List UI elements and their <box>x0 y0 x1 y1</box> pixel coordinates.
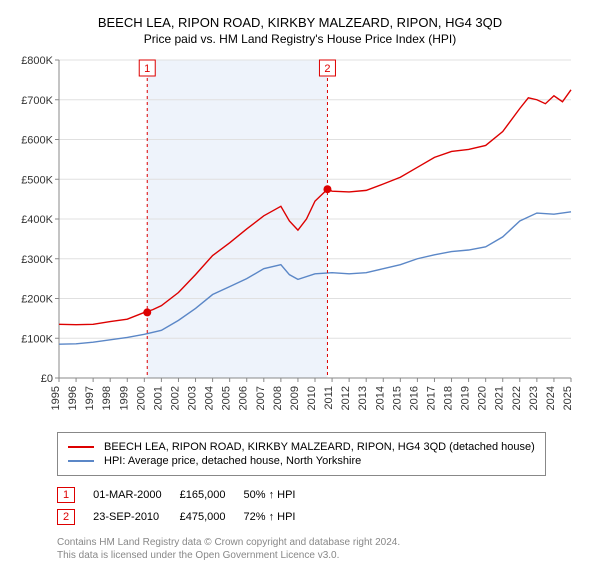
svg-text:1998: 1998 <box>101 386 113 410</box>
svg-text:£700K: £700K <box>21 95 53 107</box>
sale-price: £475,000 <box>180 506 244 528</box>
svg-text:2000: 2000 <box>135 386 147 410</box>
legend-swatch <box>68 460 94 462</box>
svg-text:2: 2 <box>324 63 330 75</box>
chart-title: BEECH LEA, RIPON ROAD, KIRKBY MALZEARD, … <box>15 15 585 30</box>
svg-text:2022: 2022 <box>511 386 523 410</box>
svg-text:2015: 2015 <box>391 386 403 410</box>
sale-price: £165,000 <box>180 484 244 506</box>
svg-text:2020: 2020 <box>477 386 489 410</box>
sale-date: 23-SEP-2010 <box>93 506 179 528</box>
svg-text:2008: 2008 <box>272 386 284 410</box>
svg-text:2023: 2023 <box>528 386 540 410</box>
legend-label: HPI: Average price, detached house, Nort… <box>104 455 361 467</box>
svg-text:2014: 2014 <box>374 386 386 410</box>
svg-text:1999: 1999 <box>118 386 130 410</box>
svg-text:£100K: £100K <box>21 333 53 345</box>
svg-text:2018: 2018 <box>443 386 455 410</box>
svg-text:1: 1 <box>144 63 150 75</box>
svg-text:2001: 2001 <box>152 386 164 410</box>
footnote-line: Contains HM Land Registry data © Crown c… <box>57 536 585 549</box>
sale-date: 01-MAR-2000 <box>93 484 179 506</box>
svg-text:2025: 2025 <box>562 386 574 410</box>
svg-text:2005: 2005 <box>221 386 233 410</box>
svg-text:2016: 2016 <box>408 386 420 410</box>
legend-label: BEECH LEA, RIPON ROAD, KIRKBY MALZEARD, … <box>104 441 535 453</box>
legend-swatch <box>68 446 94 448</box>
svg-text:2002: 2002 <box>169 386 181 410</box>
svg-text:2003: 2003 <box>187 386 199 410</box>
svg-text:2004: 2004 <box>204 386 216 410</box>
svg-text:£800K: £800K <box>21 55 53 67</box>
svg-text:£200K: £200K <box>21 294 53 306</box>
svg-text:2007: 2007 <box>255 386 267 410</box>
line-chart: £0 £100K £200K £300K £400K £500K £600K £700K £80… <box>15 54 575 424</box>
svg-text:2009: 2009 <box>289 386 301 410</box>
sale-marker: 2 <box>57 509 75 525</box>
svg-text:2010: 2010 <box>306 386 318 410</box>
legend-row: HPI: Average price, detached house, Nort… <box>68 455 535 467</box>
svg-text:2021: 2021 <box>494 386 506 410</box>
svg-text:£300K: £300K <box>21 254 53 266</box>
svg-text:2012: 2012 <box>340 386 352 410</box>
table-row: 1 01-MAR-2000 £165,000 50% ↑ HPI <box>57 484 313 506</box>
sale-pct: 50% ↑ HPI <box>244 484 314 506</box>
svg-text:2024: 2024 <box>545 386 557 410</box>
svg-text:2006: 2006 <box>238 386 250 410</box>
svg-text:£0: £0 <box>41 373 53 385</box>
sales-table: 1 01-MAR-2000 £165,000 50% ↑ HPI2 23-SEP… <box>57 484 313 528</box>
chart-subtitle: Price paid vs. HM Land Registry's House … <box>15 32 585 46</box>
svg-text:2011: 2011 <box>323 386 335 410</box>
svg-text:£500K: £500K <box>21 174 53 186</box>
svg-text:£400K: £400K <box>21 214 53 226</box>
table-row: 2 23-SEP-2010 £475,000 72% ↑ HPI <box>57 506 313 528</box>
svg-text:2013: 2013 <box>357 386 369 410</box>
sale-marker: 1 <box>57 487 75 503</box>
sale-pct: 72% ↑ HPI <box>244 506 314 528</box>
svg-text:£600K: £600K <box>21 135 53 147</box>
legend-row: BEECH LEA, RIPON ROAD, KIRKBY MALZEARD, … <box>68 441 535 453</box>
svg-text:1996: 1996 <box>67 386 79 410</box>
legend: BEECH LEA, RIPON ROAD, KIRKBY MALZEARD, … <box>57 432 546 476</box>
svg-text:1995: 1995 <box>50 386 62 410</box>
footnote: Contains HM Land Registry data © Crown c… <box>57 536 585 562</box>
svg-text:1997: 1997 <box>84 386 96 410</box>
svg-text:2017: 2017 <box>425 386 437 410</box>
chart-area: £0 £100K £200K £300K £400K £500K £600K £700K £80… <box>15 54 575 424</box>
svg-text:2019: 2019 <box>460 386 472 410</box>
footnote-line: This data is licensed under the Open Gov… <box>57 549 585 562</box>
